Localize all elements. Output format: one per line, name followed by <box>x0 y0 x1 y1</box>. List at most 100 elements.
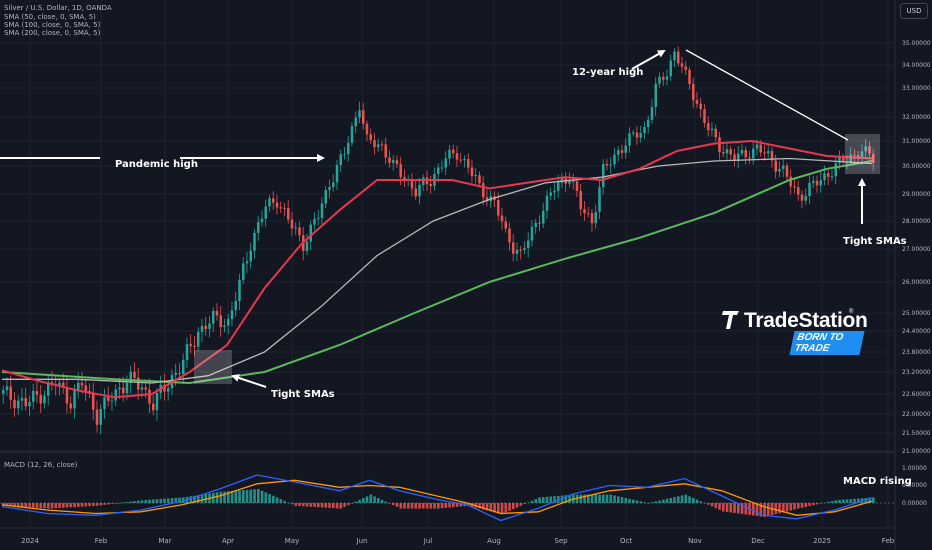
candle-body <box>838 156 841 164</box>
candle-body <box>575 181 579 191</box>
macd-histogram-bar <box>9 503 13 507</box>
macd-histogram-bar <box>388 503 391 504</box>
macd-histogram-bar <box>512 503 515 510</box>
time-axis: 2024 Feb Mar Apr May Jun Jul Aug Sep Oct Nov Dec 202… <box>21 537 895 545</box>
candle-body <box>365 123 369 135</box>
macd-histogram-bar <box>403 503 406 509</box>
macd-histogram-bar <box>219 491 223 503</box>
candle-body <box>703 109 706 124</box>
macd-histogram-bar <box>140 500 144 503</box>
candle-body <box>245 261 249 264</box>
macd-histogram-bar <box>234 490 238 503</box>
macd-histogram-bar <box>845 499 849 503</box>
candle-body <box>538 222 541 224</box>
candle-body <box>448 149 451 159</box>
macd-histogram-bar <box>159 498 163 503</box>
macd-histogram-bar <box>257 489 260 503</box>
macd-histogram-bar <box>167 498 170 503</box>
macd-histogram-bar <box>290 503 294 505</box>
candle-body <box>560 178 564 183</box>
sma-100-line <box>2 157 873 384</box>
price-tick-label: 25.00000 <box>902 310 931 317</box>
macd-histogram-bar <box>632 499 635 503</box>
candle-body <box>152 403 155 411</box>
macd-histogram-bar <box>193 495 196 503</box>
candle-body <box>47 382 50 396</box>
macd-histogram-bar <box>530 500 534 503</box>
price-tick-label: 21.50000 <box>902 430 931 437</box>
candle-body <box>680 63 684 67</box>
candle-body <box>714 128 717 138</box>
symbol-title: Silver / U.S. Dollar, 1D, OANDA <box>4 4 112 12</box>
macd-histogram-bar <box>373 496 376 503</box>
macd-histogram-bar <box>20 503 24 507</box>
candle-body <box>594 211 597 224</box>
macd-histogram-bar <box>418 503 421 509</box>
candle-body <box>692 83 695 101</box>
macd-histogram-bar <box>785 503 789 512</box>
candle-body <box>257 222 260 233</box>
macd-histogram-bar <box>523 503 526 505</box>
macd-histogram-bar <box>298 503 301 507</box>
macd-histogram-bar <box>170 498 174 503</box>
macd-histogram-bar <box>410 503 414 509</box>
macd-histogram-bar <box>125 502 129 503</box>
macd-histogram-bar <box>673 497 676 503</box>
macd-label: MACD (12, 26, close) <box>4 461 78 469</box>
candle-body <box>620 150 624 153</box>
candle-body <box>204 325 207 329</box>
tight-sma-arrow-left <box>231 374 267 388</box>
candle-body <box>5 386 9 391</box>
macd-histogram-bar <box>155 499 159 503</box>
macd-histogram-bar <box>489 503 493 512</box>
macd-histogram-bar <box>740 503 744 514</box>
candle-body <box>272 198 275 203</box>
candle-body <box>125 382 129 394</box>
macd-histogram-bar <box>793 503 796 510</box>
macd-histogram-bar <box>763 503 766 517</box>
candle-body <box>763 152 766 154</box>
macd-histogram-bar <box>5 503 9 507</box>
currency-button[interactable]: USD <box>900 3 928 19</box>
macd-histogram-bar <box>759 503 763 517</box>
candle-body <box>264 206 267 219</box>
candle-body <box>785 165 789 177</box>
candle-body <box>144 387 147 390</box>
price-axis: 35.00000 34.00000 33.00000 32.00000 31.00000… <box>902 40 931 455</box>
candle-body <box>710 128 714 131</box>
macd-histogram-bar <box>714 503 718 509</box>
candle-body <box>242 263 245 280</box>
candle-body <box>463 159 466 161</box>
macd-histogram-bar <box>602 494 605 503</box>
candle-body <box>515 249 519 254</box>
macd-histogram-bar <box>103 503 106 505</box>
macd-histogram-bar <box>482 503 485 510</box>
candle-body <box>452 149 455 154</box>
macd-histogram-bar <box>515 503 519 508</box>
macd-histogram-bar <box>309 503 313 507</box>
macd-histogram-bar <box>129 501 133 503</box>
candle-body <box>39 394 42 404</box>
candle-body <box>789 176 792 187</box>
macd-histogram-bar <box>669 497 673 503</box>
candle-body <box>864 146 867 152</box>
candle-body <box>328 187 331 190</box>
candle-body <box>437 167 440 174</box>
candle-body <box>467 159 470 168</box>
macd-histogram-bar <box>605 494 609 503</box>
macd-histogram-bar <box>594 494 598 503</box>
candle-body <box>587 213 590 215</box>
candle-body <box>815 180 819 186</box>
macd-histogram-bar <box>377 498 380 503</box>
macd-histogram-bar <box>17 503 20 507</box>
candle-body <box>103 397 106 410</box>
macd-histogram-bar <box>519 503 523 506</box>
macd-histogram-bar <box>28 503 31 508</box>
macd-histogram-bar <box>88 503 91 507</box>
candle-body <box>804 195 807 201</box>
macd-histogram-bar <box>624 497 628 503</box>
candle-body <box>677 51 680 64</box>
macd-histogram-bar <box>414 503 418 509</box>
macd-histogram-bar <box>395 503 399 507</box>
